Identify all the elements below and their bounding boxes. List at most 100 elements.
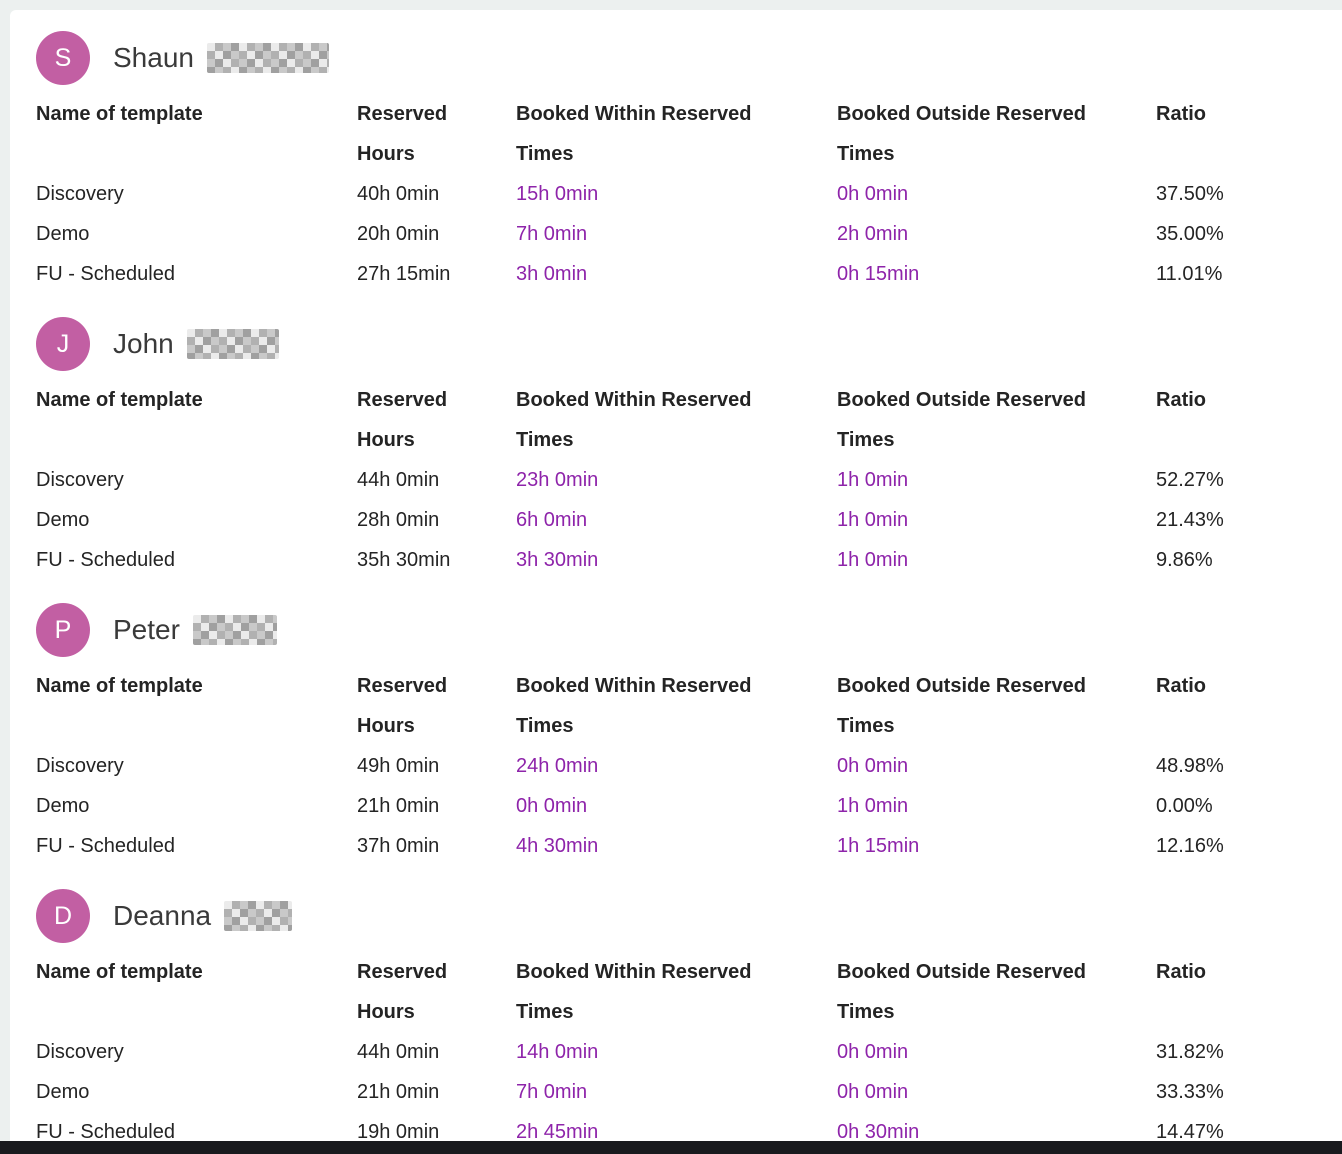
table-row: Discovery 40h 0min 15h 0min 0h 0min 37.5… <box>36 174 1342 214</box>
header-reserved-hours: Reserved Hours <box>357 103 448 165</box>
booked-within-link[interactable]: 3h 30min <box>516 549 599 571</box>
ratio-cell: 11.01% <box>1156 263 1223 285</box>
header-ratio: Ratio <box>1156 961 1206 983</box>
booked-outside-link[interactable]: 0h 0min <box>837 755 909 777</box>
table-row: FU - Scheduled 37h 0min 4h 30min 1h 15mi… <box>36 826 1342 866</box>
table-row: Demo 28h 0min 6h 0min 1h 0min 21.43% <box>36 500 1342 540</box>
header-booked-outside: Booked Outside Reserved Times <box>837 961 1086 1023</box>
table-header-row: Name of template Reserved Hours Booked W… <box>36 666 1342 746</box>
booked-within-link[interactable]: 6h 0min <box>516 509 588 531</box>
reserved-hours-cell: 44h 0min <box>357 1041 440 1063</box>
reserved-hours-cell: 20h 0min <box>357 223 440 245</box>
reserved-hours-cell: 37h 0min <box>357 835 440 857</box>
template-name-cell: Demo <box>36 509 90 531</box>
reserved-hours-cell: 28h 0min <box>357 509 440 531</box>
template-name-cell: Discovery <box>36 183 124 205</box>
reserved-hours-cell: 49h 0min <box>357 755 440 777</box>
reserved-hours-cell: 21h 0min <box>357 1081 440 1103</box>
booked-within-link[interactable]: 7h 0min <box>516 1081 588 1103</box>
user-first-name: Peter <box>113 614 180 645</box>
booked-within-link[interactable]: 14h 0min <box>516 1041 599 1063</box>
booked-outside-link[interactable]: 0h 0min <box>837 1041 909 1063</box>
table-row: Demo 20h 0min 7h 0min 2h 0min 35.00% <box>36 214 1342 254</box>
ratio-cell: 0.00% <box>1156 795 1213 817</box>
booked-within-link[interactable]: 7h 0min <box>516 223 588 245</box>
template-name-cell: Discovery <box>36 469 124 491</box>
template-name-cell: Discovery <box>36 1041 124 1063</box>
reserved-hours-cell: 44h 0min <box>357 469 440 491</box>
booked-outside-link[interactable]: 0h 15min <box>837 263 920 285</box>
table-header-row: Name of template Reserved Hours Booked W… <box>36 380 1342 460</box>
header-name-of-template: Name of template <box>36 675 203 697</box>
bottom-bar <box>0 1141 1342 1154</box>
booked-outside-link[interactable]: 1h 0min <box>837 549 909 571</box>
booked-within-link[interactable]: 2h 45min <box>516 1121 599 1141</box>
booked-outside-link[interactable]: 0h 0min <box>837 183 909 205</box>
reserved-hours-cell: 19h 0min <box>357 1121 440 1141</box>
avatar: D <box>36 889 90 943</box>
header-booked-outside: Booked Outside Reserved Times <box>837 675 1086 737</box>
booked-outside-link[interactable]: 1h 0min <box>837 795 909 817</box>
user-name: Peter <box>113 614 277 646</box>
reserved-hours-cell: 40h 0min <box>357 183 440 205</box>
ratio-cell: 12.16% <box>1156 835 1224 857</box>
ratio-cell: 33.33% <box>1156 1081 1224 1103</box>
user-first-name: Deanna <box>113 900 212 931</box>
reserved-hours-cell: 27h 15min <box>357 263 451 285</box>
booked-outside-link[interactable]: 0h 30min <box>837 1121 920 1141</box>
table-row: FU - Scheduled 27h 15min 3h 0min 0h 15mi… <box>36 254 1342 294</box>
avatar-initial: J <box>56 329 70 358</box>
template-name-cell: FU - Scheduled <box>36 263 175 285</box>
header-booked-within: Booked Within Reserved Times <box>516 103 752 165</box>
redacted-last-name <box>224 901 293 931</box>
report-card: S Shaun Name of template Reserved Hours … <box>10 10 1342 1141</box>
header-booked-within: Booked Within Reserved Times <box>516 389 752 451</box>
template-name-cell: Demo <box>36 223 90 245</box>
user-section-shaun: S Shaun Name of template Reserved Hours … <box>36 31 1342 294</box>
booked-within-link[interactable]: 24h 0min <box>516 755 599 777</box>
ratio-cell: 14.47% <box>1156 1121 1224 1141</box>
table-row: FU - Scheduled 35h 30min 3h 30min 1h 0mi… <box>36 540 1342 580</box>
ratio-cell: 9.86% <box>1156 549 1213 571</box>
header-ratio: Ratio <box>1156 389 1206 411</box>
header-reserved-hours: Reserved Hours <box>357 389 448 451</box>
template-name-cell: Discovery <box>36 755 124 777</box>
booked-within-link[interactable]: 23h 0min <box>516 469 599 491</box>
avatar-initial: S <box>54 43 72 72</box>
header-reserved-hours: Reserved Hours <box>357 675 448 737</box>
header-booked-outside: Booked Outside Reserved Times <box>837 103 1086 165</box>
booked-outside-link[interactable]: 0h 0min <box>837 1081 909 1103</box>
user-first-name: John <box>113 328 174 359</box>
header-ratio: Ratio <box>1156 103 1206 125</box>
user-section-deanna: D Deanna Name of template Reserved Hours… <box>36 889 1342 1141</box>
ratio-cell: 48.98% <box>1156 755 1224 777</box>
header-booked-within: Booked Within Reserved Times <box>516 961 752 1023</box>
table-row: Discovery 44h 0min 23h 0min 1h 0min 52.2… <box>36 460 1342 500</box>
table-row: Demo 21h 0min 0h 0min 1h 0min 0.00% <box>36 786 1342 826</box>
header-ratio: Ratio <box>1156 675 1206 697</box>
table-row: Demo 21h 0min 7h 0min 0h 0min 33.33% <box>36 1072 1342 1112</box>
booked-outside-link[interactable]: 1h 15min <box>837 835 920 857</box>
user-header: S Shaun <box>36 31 1342 85</box>
booked-within-link[interactable]: 4h 30min <box>516 835 599 857</box>
user-header: P Peter <box>36 603 1342 657</box>
avatar: J <box>36 317 90 371</box>
ratio-cell: 21.43% <box>1156 509 1224 531</box>
template-name-cell: FU - Scheduled <box>36 1121 175 1141</box>
table-row: Discovery 49h 0min 24h 0min 0h 0min 48.9… <box>36 746 1342 786</box>
booked-within-link[interactable]: 15h 0min <box>516 183 599 205</box>
header-booked-within: Booked Within Reserved Times <box>516 675 752 737</box>
header-name-of-template: Name of template <box>36 103 203 125</box>
header-name-of-template: Name of template <box>36 961 203 983</box>
booked-within-link[interactable]: 3h 0min <box>516 263 588 285</box>
ratio-cell: 35.00% <box>1156 223 1224 245</box>
avatar-initial: P <box>54 615 72 644</box>
avatar: P <box>36 603 90 657</box>
ratio-cell: 31.82% <box>1156 1041 1224 1063</box>
booked-outside-link[interactable]: 1h 0min <box>837 509 909 531</box>
redacted-last-name <box>186 329 279 359</box>
booked-within-link[interactable]: 0h 0min <box>516 795 588 817</box>
booked-outside-link[interactable]: 2h 0min <box>837 223 909 245</box>
user-name: Shaun <box>113 42 329 74</box>
booked-outside-link[interactable]: 1h 0min <box>837 469 909 491</box>
